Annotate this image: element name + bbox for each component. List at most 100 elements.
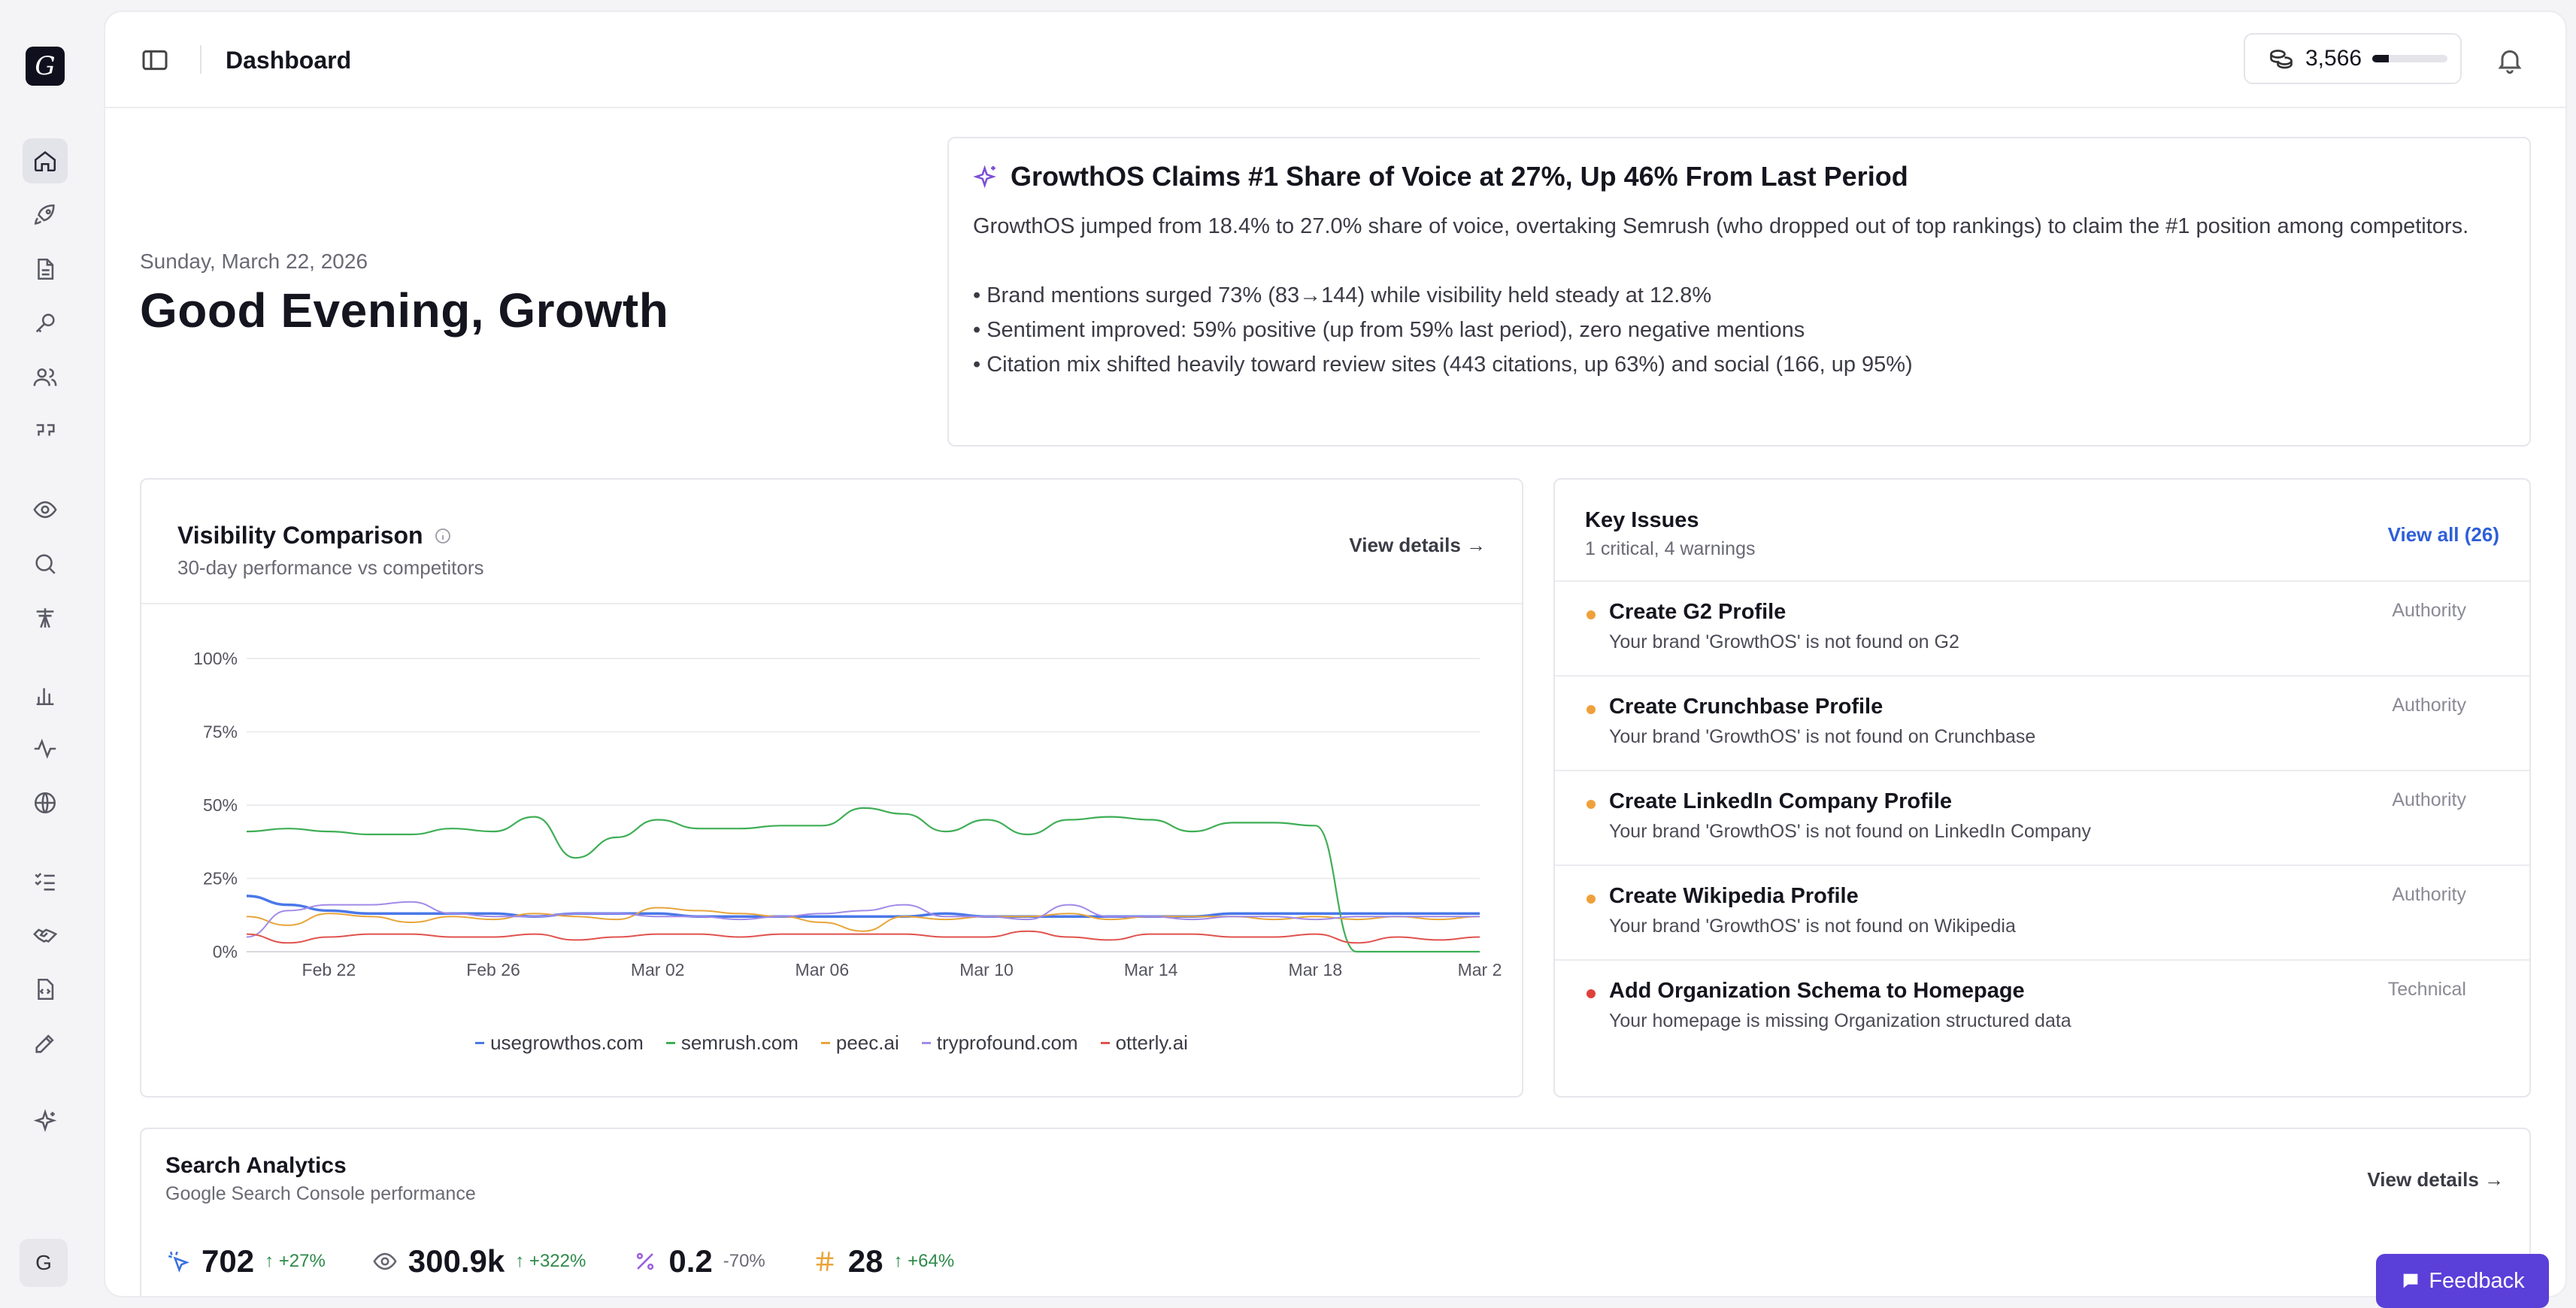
issue-row[interactable]: Create Wikipedia Profile Your brand 'Grow… (1555, 866, 2529, 961)
y-tick-label: 50% (203, 795, 238, 815)
legend-label: usegrowthos.com (490, 1031, 644, 1054)
page-title: Dashboard (226, 47, 352, 74)
feedback-label: Feedback (2429, 1268, 2525, 1293)
issue-description: Your brand 'GrowthOS' is not found on Cr… (1609, 726, 2036, 747)
legend-item[interactable]: semrush.com (665, 1031, 799, 1055)
issue-category: Technical (2387, 979, 2466, 1000)
issue-category: Authority (2392, 789, 2466, 810)
bell-icon[interactable] (2495, 45, 2525, 75)
nav-editor[interactable] (23, 1021, 68, 1066)
issue-title: Create Crunchbase Profile (1609, 695, 1884, 719)
nav-mentions[interactable] (23, 409, 68, 454)
x-tick-label: Mar 10 (959, 960, 1014, 979)
metric-delta: ↑ +322% (515, 1251, 586, 1271)
series-line-tryprofound-com[interactable] (246, 901, 1480, 938)
x-tick-label: Mar 14 (1124, 960, 1178, 979)
issue-category: Authority (2392, 695, 2466, 716)
quote-icon (36, 424, 55, 436)
metric: 0.2 -70% (632, 1243, 765, 1279)
credits-count: 3,566 (2305, 46, 2362, 71)
sparkles-icon (973, 165, 996, 189)
view-details-link[interactable]: View details → (1349, 534, 1486, 556)
credits-widget[interactable]: 3,566 (2244, 33, 2462, 84)
metric-value: 300.9k (408, 1243, 505, 1279)
handshake-icon (33, 928, 58, 943)
bar-chart-icon (36, 688, 54, 706)
nav-competitors[interactable] (23, 355, 68, 400)
nav-signals[interactable] (23, 595, 68, 640)
severity-dot (1587, 800, 1596, 809)
insight-card: GrowthOS Claims #1 Share of Voice at 27%… (947, 137, 2531, 447)
checklist-icon (35, 873, 55, 891)
nav-ai[interactable] (23, 1099, 68, 1144)
metric-delta: ↑ +27% (265, 1251, 326, 1271)
issue-row[interactable]: Create LinkedIn Company Profile Your bran… (1555, 771, 2529, 866)
issue-row[interactable]: Create G2 Profile Your brand 'GrowthOS' i… (1555, 582, 2529, 677)
credits-progress (2372, 55, 2448, 62)
visibility-header: Visibility Comparison 30-day performance… (141, 480, 1522, 604)
activity-icon (34, 738, 56, 759)
nav-partners[interactable] (23, 913, 68, 958)
document-icon (38, 258, 54, 280)
feedback-button[interactable]: Feedback (2376, 1254, 2549, 1308)
view-all-link[interactable]: View all (26) (2387, 523, 2499, 546)
nav-search[interactable] (23, 541, 68, 586)
nav-content[interactable] (23, 247, 68, 292)
sparkles-icon (33, 1109, 57, 1132)
insight-bullet: • Citation mix shifted heavily toward re… (973, 353, 1913, 377)
nav-keywords[interactable] (23, 301, 68, 346)
key-issues-subtitle: 1 critical, 4 warnings (1585, 538, 1756, 559)
info-icon[interactable] (434, 527, 452, 545)
legend-label: semrush.com (680, 1031, 799, 1054)
key-issues-header: Key Issues 1 critical, 4 warnings View a… (1555, 480, 2529, 582)
nav-analytics[interactable] (23, 672, 68, 717)
nav-code[interactable] (23, 967, 68, 1012)
legend-item[interactable]: otterly.ai (1100, 1031, 1188, 1055)
file-code-icon (38, 978, 54, 1001)
issue-title: Add Organization Schema to Homepage (1609, 979, 2025, 1003)
nav-visibility[interactable] (23, 487, 68, 532)
series-line-semrush-com[interactable] (246, 807, 1480, 953)
legend-label: otterly.ai (1115, 1031, 1188, 1054)
rocket-icon (34, 204, 55, 225)
search-icon (35, 554, 56, 574)
app-logo[interactable]: G (26, 47, 65, 86)
x-tick-label: Feb 26 (466, 960, 520, 979)
metric-value: 28 (847, 1243, 883, 1279)
legend-item[interactable]: usegrowthos.com (475, 1031, 644, 1055)
x-tick-label: Mar 18 (1289, 960, 1343, 979)
metric-value: 702 (202, 1243, 255, 1279)
series-line-otterly-ai[interactable] (246, 930, 1480, 944)
nav-tasks[interactable] (23, 858, 68, 904)
issue-row[interactable]: Create Crunchbase Profile Your brand 'Gro… (1555, 677, 2529, 771)
cursor-click-icon (168, 1251, 189, 1273)
visibility-chart: 100% 75% 50% 25% 0% Feb 22 Feb 26 Mar 02 Mar 06 M… (193, 649, 1502, 979)
nav-launch[interactable] (23, 192, 68, 238)
metric: 702 ↑ +27% (165, 1243, 326, 1279)
series-line-peec-ai[interactable] (246, 907, 1480, 932)
sidebar-toggle-icon[interactable] (140, 45, 170, 75)
insight-body: GrowthOS jumped from 18.4% to 27.0% shar… (973, 214, 2469, 238)
visibility-card: Visibility Comparison 30-day performance… (140, 478, 1523, 1098)
legend-item[interactable]: tryprofound.com (921, 1031, 1078, 1055)
nav-activity[interactable] (23, 726, 68, 771)
y-tick-label: 100% (193, 649, 238, 668)
series-line-usegrowthos-com[interactable] (246, 895, 1480, 918)
insight-bullet: • Brand mentions surged 73% (83→144) whi… (973, 283, 1712, 307)
legend-item[interactable]: peec.ai (820, 1031, 899, 1055)
insight-bullets: • Brand mentions surged 73% (83→144) whi… (973, 278, 2505, 382)
metrics-row: 702 ↑ +27% 300.9k ↑ +322% 0.2 -70% 28 ↑ +64% (165, 1243, 954, 1279)
legend-label: tryprofound.com (936, 1031, 1078, 1054)
search-analytics-title: Search Analytics (165, 1153, 347, 1178)
avatar[interactable]: G (20, 1239, 68, 1287)
nav-global[interactable] (23, 780, 68, 825)
view-details-link[interactable]: View details → (2367, 1168, 2504, 1191)
visibility-title: Visibility Comparison (177, 522, 423, 549)
issue-description: Your brand 'GrowthOS' is not found on Wi… (1609, 916, 2016, 937)
nav-home[interactable] (23, 138, 68, 183)
visibility-subtitle: 30-day performance vs competitors (177, 556, 484, 579)
key-issues-card: Key Issues 1 critical, 4 warnings View a… (1553, 478, 2531, 1098)
metric-delta: -70% (723, 1251, 765, 1271)
legend-marker (665, 1042, 675, 1044)
issue-row[interactable]: Add Organization Schema to Homepage Your … (1555, 961, 2529, 1055)
